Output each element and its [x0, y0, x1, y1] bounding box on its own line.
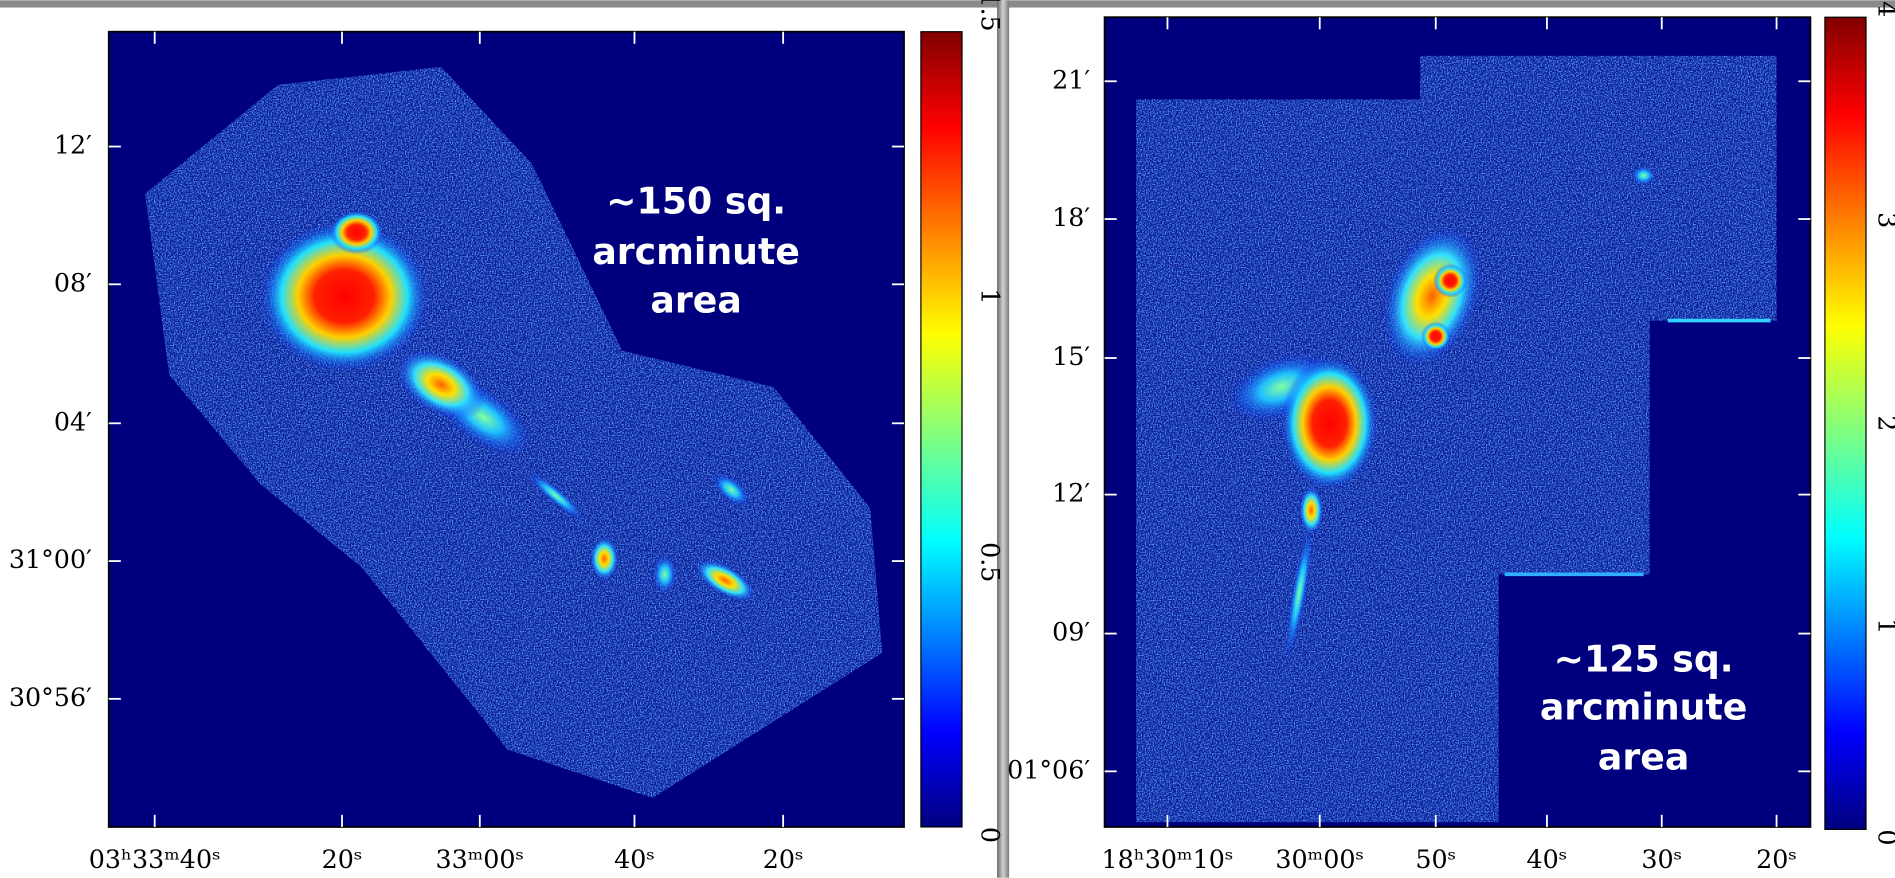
x-tick-label: 18ʰ30ᵐ10ˢ: [1102, 844, 1234, 874]
emission: [259, 210, 756, 602]
annotation: arcminute: [592, 230, 800, 273]
colorbar-label: 0: [1872, 829, 1895, 845]
colorbar-label: 3: [1872, 212, 1895, 228]
y-tick-label: 08′: [54, 267, 92, 297]
y-tick-label: 12′: [54, 130, 92, 160]
colorbar-label: 1: [976, 288, 1006, 304]
colorbar-label: 1.5: [976, 0, 1006, 32]
annotation: ~150 sq.: [606, 179, 786, 222]
annotation: area: [1598, 735, 1689, 778]
x-tick-label: 20ˢ: [1756, 844, 1797, 874]
top-edge: [0, 0, 1895, 8]
divider: [997, 0, 1010, 878]
y-tick-label: 21′: [1052, 64, 1090, 94]
y-tick-label: 12′: [1052, 478, 1090, 508]
x-tick-label: 20ˢ: [322, 844, 363, 874]
y-tick-label: 31°00′: [9, 544, 92, 574]
colorbar: [1824, 16, 1867, 830]
colorbar-label: 0.5: [976, 542, 1006, 582]
x-tick-label: 40ˢ: [1527, 844, 1568, 874]
x-tick-label: 33ᵐ00ˢ: [435, 844, 524, 874]
annotation: area: [650, 278, 741, 321]
x-tick-label: 03ʰ33ᵐ40ˢ: [89, 844, 221, 874]
y-tick-label: 09′: [1052, 617, 1090, 647]
colorbar-label: 4: [1872, 1, 1895, 17]
x-tick-label: 30ᵐ00ˢ: [1275, 844, 1364, 874]
emission: [1228, 165, 1771, 658]
colorbar-label: 0: [976, 827, 1006, 843]
colorbar-label: 2: [1872, 415, 1895, 431]
x-tick-label: 20ˢ: [763, 844, 804, 874]
x-tick-label: 30ˢ: [1641, 844, 1682, 874]
y-tick-label: 18′: [1052, 202, 1090, 232]
annotation: arcminute: [1540, 686, 1748, 729]
colorbar: [920, 31, 963, 828]
x-tick-label: 40ˢ: [614, 844, 655, 874]
annotation: ~125 sq.: [1554, 637, 1734, 680]
y-tick-label: 15′: [1052, 341, 1090, 371]
x-tick-label: 50ˢ: [1415, 844, 1456, 874]
y-tick-label: 01°06′: [1007, 754, 1090, 784]
y-tick-label: 30°56′: [9, 682, 92, 712]
y-tick-label: 04′: [54, 406, 92, 436]
colorbar-label: 1: [1872, 618, 1895, 634]
